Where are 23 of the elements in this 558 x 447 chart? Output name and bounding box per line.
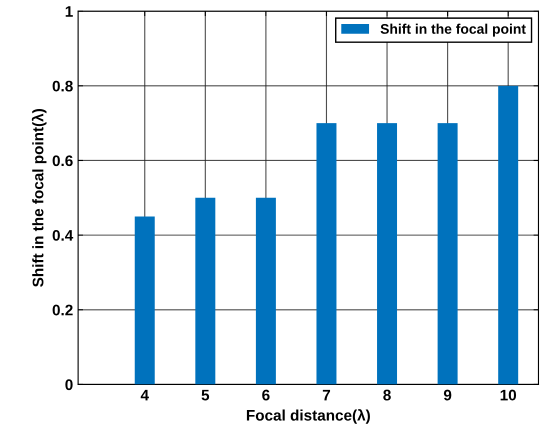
x-tick-label: 9	[444, 390, 452, 401]
bar	[134, 216, 155, 384]
legend-label: Shift in the focal point	[380, 24, 526, 37]
y-tick-label: 0.6	[52, 155, 73, 166]
bar	[195, 198, 216, 384]
x-tick-label: 5	[202, 390, 210, 401]
y-tick-label: 0.8	[52, 80, 73, 92]
x-tick-label: 7	[322, 390, 330, 400]
x-tick-label: 8	[383, 390, 391, 401]
x-tick-label: 6	[262, 390, 270, 401]
bar	[316, 123, 336, 384]
y-axis-title: Shift in the focal point(λ)	[32, 109, 46, 287]
y-tick-label: 0.2	[52, 304, 73, 316]
x-tick-label: 4	[140, 390, 149, 400]
x-axis-title: Focal distance(λ)	[246, 409, 370, 424]
bar	[377, 123, 398, 384]
bar	[256, 198, 276, 384]
y-tick-label: 0.4	[52, 230, 74, 241]
y-tick-label: 1	[66, 6, 73, 17]
bar	[498, 86, 518, 384]
x-tick-label: 10	[500, 390, 516, 401]
y-tick-label: 0	[65, 379, 73, 390]
bar	[438, 123, 458, 384]
